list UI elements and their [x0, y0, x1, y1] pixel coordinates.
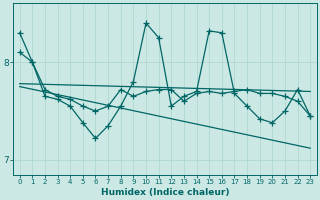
X-axis label: Humidex (Indice chaleur): Humidex (Indice chaleur): [101, 188, 229, 197]
